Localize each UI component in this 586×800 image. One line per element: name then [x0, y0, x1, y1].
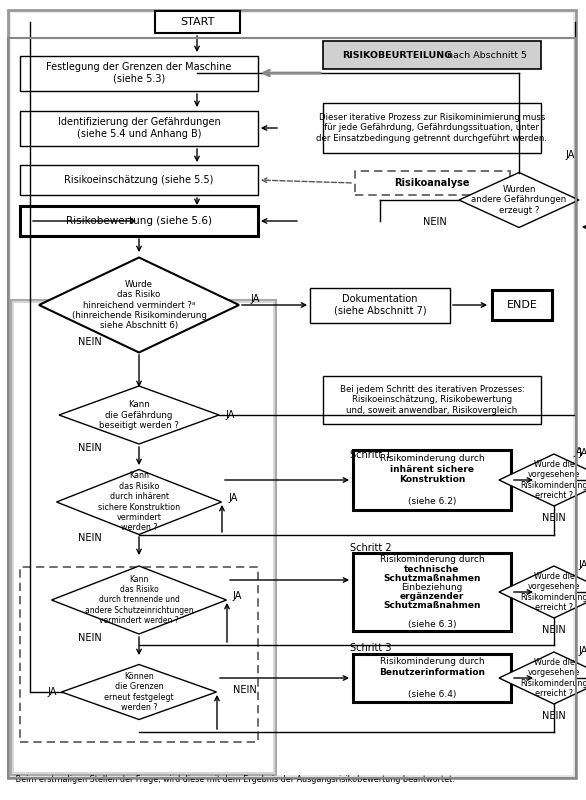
Text: NEIN: NEIN [542, 513, 566, 523]
Bar [11, 300, 276, 775]
Text: NEIN: NEIN [233, 685, 257, 695]
Text: JA: JA [573, 447, 582, 457]
Bar [353, 654, 511, 702]
Text: Risikoeinschätzung (siehe 5.5): Risikoeinschätzung (siehe 5.5) [64, 175, 214, 185]
Text: Schutzmaßnahmen: Schutzmaßnahmen [383, 602, 481, 610]
Bar [155, 11, 240, 33]
Text: NEIN: NEIN [542, 711, 566, 721]
Text: JA: JA [47, 687, 57, 697]
Text: Risikominderung durch: Risikominderung durch [380, 454, 484, 462]
Text: Wurde
das Risiko
hinreichend vermindert ?ᵃ
(hinreichende Risikominderung
siehe A: Wurde das Risiko hinreichend vermindert … [71, 280, 206, 330]
Text: Benutzerinformation: Benutzerinformation [379, 668, 485, 677]
Text: (siehe 6.3): (siehe 6.3) [408, 620, 456, 629]
Text: Kann
die Gefährdung
beseitigt werden ?: Kann die Gefährdung beseitigt werden ? [99, 400, 179, 430]
Text: JA: JA [229, 493, 238, 503]
Bar [20, 206, 258, 236]
Text: JA: JA [250, 294, 260, 304]
Text: NEIN: NEIN [78, 337, 102, 347]
Bar [323, 103, 541, 153]
Text: Schritt 3: Schritt 3 [350, 643, 391, 653]
Text: Wurde die
vorgesehene
Risikominderung
erreicht ?: Wurde die vorgesehene Risikominderung er… [520, 572, 586, 612]
Text: Einbeziehung: Einbeziehung [401, 583, 463, 592]
Text: Wurden
andere Gefährdungen
erzeugt ?: Wurden andere Gefährdungen erzeugt ? [471, 185, 567, 215]
Polygon shape [39, 258, 239, 353]
Text: (siehe 6.2): (siehe 6.2) [408, 498, 456, 506]
Text: Risikobewertung (siehe 5.6): Risikobewertung (siehe 5.6) [66, 216, 212, 226]
Polygon shape [52, 566, 227, 634]
Text: Schritt 1: Schritt 1 [350, 450, 391, 460]
Polygon shape [459, 173, 579, 227]
Text: Bei jedem Schritt des iterativen Prozesses:
Risikoeinschätzung, Risikobewertung
: Bei jedem Schritt des iterativen Prozess… [339, 385, 524, 415]
Text: Identifizierung der Gefährdungen
(siehe 5.4 und Anhang B): Identifizierung der Gefährdungen (siehe … [57, 118, 220, 138]
Bar [14, 303, 273, 772]
Text: Kann
das Risiko
durch inhärent
sichere Konstruktion
vermindert
werden ?: Kann das Risiko durch inhärent sichere K… [98, 471, 180, 533]
Text: technische: technische [404, 565, 459, 574]
Polygon shape [59, 386, 219, 444]
Text: Dokumentation
(siehe Abschnitt 7): Dokumentation (siehe Abschnitt 7) [333, 294, 426, 316]
Text: Kann
das Risiko
durch trennende und
andere Schutzeinrichtungen
vermindert werden: Kann das Risiko durch trennende und ande… [85, 574, 193, 626]
Bar [355, 171, 509, 195]
Text: Risikominderung durch: Risikominderung durch [380, 555, 484, 564]
Bar [20, 567, 258, 742]
Text: NEIN: NEIN [78, 533, 102, 543]
Polygon shape [499, 566, 586, 618]
Text: Können
die Grenzen
erneut festgelegt
werden ?: Können die Grenzen erneut festgelegt wer… [104, 672, 174, 712]
Text: Festlegung der Grenzen der Maschine
(siehe 5.3): Festlegung der Grenzen der Maschine (sie… [46, 62, 231, 84]
Bar [323, 41, 541, 69]
Bar [20, 55, 258, 90]
Text: NEIN: NEIN [78, 443, 102, 453]
Polygon shape [56, 470, 222, 534]
Bar [353, 553, 511, 631]
Polygon shape [499, 454, 586, 506]
Bar [323, 376, 541, 424]
Bar [492, 290, 552, 320]
Text: Wurde die
vorgesehene
Risikominderung
erreicht ?: Wurde die vorgesehene Risikominderung er… [520, 658, 586, 698]
Text: Schritt 2: Schritt 2 [350, 543, 391, 553]
Text: NEIN: NEIN [78, 633, 102, 643]
Text: JA: JA [578, 646, 586, 656]
Text: JA: JA [232, 591, 241, 601]
Text: JA: JA [578, 448, 586, 458]
Bar [20, 110, 258, 146]
Text: ᵃ Beim erstmaligen Stellen der Frage, wird diese mit dem Ergebnis der Ausgangsri: ᵃ Beim erstmaligen Stellen der Frage, wi… [10, 775, 455, 785]
Text: JA: JA [225, 410, 234, 420]
Bar [310, 287, 450, 322]
Text: Wurde die
vorgesehene
Risikominderung
erreicht ?: Wurde die vorgesehene Risikominderung er… [520, 460, 586, 500]
Bar [353, 450, 511, 510]
Text: NEIN: NEIN [423, 217, 447, 227]
Text: (siehe 6.4): (siehe 6.4) [408, 690, 456, 698]
Text: nach Abschnitt 5: nach Abschnitt 5 [447, 50, 527, 59]
Text: Risikoanalyse: Risikoanalyse [394, 178, 470, 188]
Text: ENDE: ENDE [506, 300, 537, 310]
Polygon shape [499, 652, 586, 704]
Bar [20, 165, 258, 195]
Polygon shape [62, 665, 216, 719]
Text: ergänzender: ergänzender [400, 592, 464, 601]
Text: NEIN: NEIN [542, 625, 566, 635]
Text: START: START [180, 17, 214, 27]
Text: Konstruktion: Konstruktion [399, 475, 465, 485]
Text: JA: JA [565, 150, 575, 160]
Text: Risikominderung durch: Risikominderung durch [380, 658, 484, 666]
Text: RISIKOBEURTEILUNG: RISIKOBEURTEILUNG [342, 50, 452, 59]
Text: JA: JA [578, 560, 586, 570]
Text: inhärent sichere: inhärent sichere [390, 465, 474, 474]
Text: Dieser iterative Prozess zur Risikominimierung muss
für jede Gefährdung, Gefährd: Dieser iterative Prozess zur Risikominim… [316, 113, 547, 143]
Text: Schutzmaßnahmen: Schutzmaßnahmen [383, 574, 481, 582]
